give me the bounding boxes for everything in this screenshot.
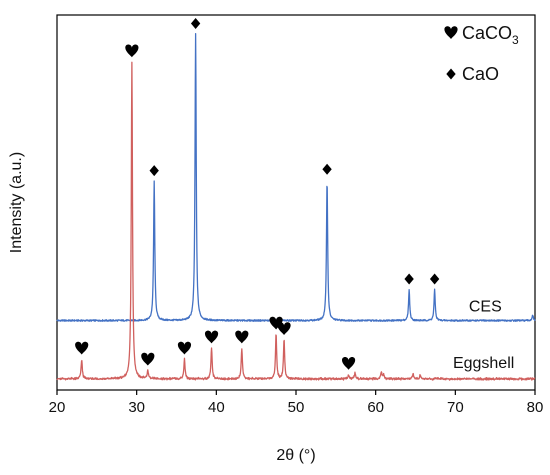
series-label-ces: CES <box>469 299 502 316</box>
tick-layer: 20 30 40 50 60 70 80 <box>49 390 544 416</box>
heart-marker <box>341 356 356 370</box>
heart-marker <box>277 322 291 335</box>
diamond-icon <box>446 68 456 80</box>
heart-icon <box>444 26 458 39</box>
diamond-marker <box>322 163 332 175</box>
legend-entry-caco3: CaCO3 <box>444 23 519 47</box>
diamond-marker <box>190 17 201 29</box>
x-tick-label: 50 <box>288 399 305 416</box>
y-axis-title: Intensity (a.u.) <box>8 152 25 253</box>
series-layer <box>56 33 536 381</box>
x-tick-label: 80 <box>527 399 544 416</box>
legend-entry-cao: CaO <box>446 64 499 84</box>
x-tick-label: 40 <box>208 399 225 416</box>
diamond-icon <box>446 68 456 80</box>
heart-marker <box>177 341 192 355</box>
heart-marker <box>75 341 89 355</box>
heart-marker <box>125 44 139 58</box>
marker-layer <box>75 17 440 370</box>
heart-marker <box>204 330 219 344</box>
x-tick-label: 30 <box>128 399 145 416</box>
series-line-eggshell <box>56 61 536 381</box>
series-label-eggshell: Eggshell <box>453 355 514 372</box>
legend-label-cao: CaO <box>462 64 499 84</box>
diamond-marker <box>149 165 159 177</box>
diamond-marker <box>404 273 414 285</box>
heart-marker <box>269 316 283 330</box>
x-tick-label: 60 <box>367 399 384 416</box>
x-tick-label: 70 <box>447 399 464 416</box>
series-line-ces <box>56 33 536 322</box>
heart-icon <box>444 26 458 39</box>
heart-marker <box>141 352 155 366</box>
heart-marker <box>235 330 249 344</box>
diamond-marker <box>429 273 440 285</box>
x-tick-label: 20 <box>49 399 66 416</box>
legend-label-caco3: CaCO3 <box>462 23 519 47</box>
legend: CaCO3 CaO <box>444 23 519 84</box>
x-axis-title: 2θ (°) <box>276 447 315 464</box>
